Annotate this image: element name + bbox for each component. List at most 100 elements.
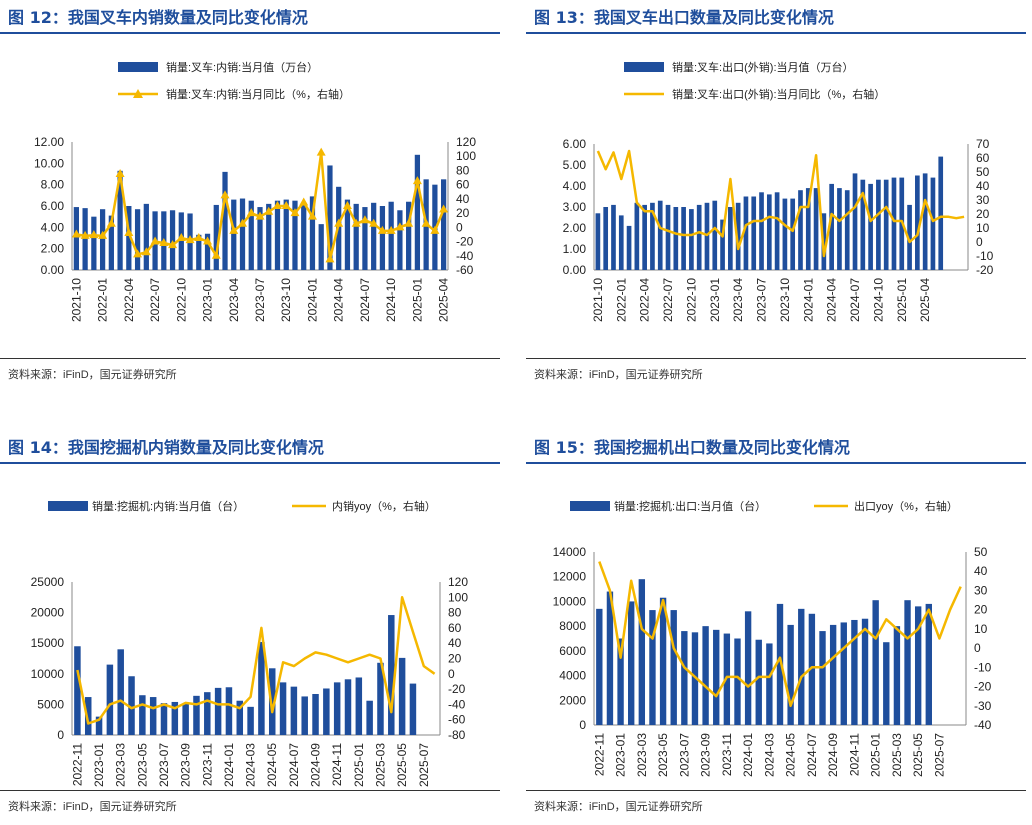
x-tick-label: 2024-05: [784, 733, 798, 777]
bar: [907, 204, 912, 270]
bar: [606, 591, 614, 725]
y-left-tick-label: 2.00: [563, 221, 587, 235]
y-left-tick-label: 0: [57, 728, 64, 742]
y-left-tick-label: 0.00: [563, 263, 587, 277]
line-point: [299, 197, 309, 206]
y-right-tick-label: -20: [976, 263, 994, 277]
x-tick-label: 2025-05: [911, 733, 925, 777]
bar: [274, 200, 281, 270]
x-tick-label: 2024-09: [826, 733, 840, 777]
bar: [638, 579, 646, 725]
line-point: [421, 218, 431, 227]
bar: [366, 700, 373, 735]
x-tick-label: 2024-01: [801, 278, 815, 322]
bar: [837, 188, 842, 270]
line-point: [412, 176, 422, 185]
source-note: 资料来源：iFinD，国元证券研究所: [8, 369, 177, 381]
y-right-tick-label: 120: [456, 135, 476, 149]
bar: [766, 194, 772, 270]
bar: [82, 208, 88, 270]
line-point: [360, 215, 370, 224]
x-tick-label: 2023-01: [201, 278, 215, 322]
chart-forklift-export: 销量:叉车:出口(外销):当月值（万台） 销量:叉车:出口(外销):当月同比（%，…: [563, 60, 994, 322]
bar: [657, 200, 663, 270]
bar: [813, 188, 819, 270]
x-tick-label: 2024-04: [332, 278, 346, 322]
figure-title: 图 15：我国挖掘机出口数量及同比变化情况: [534, 438, 850, 457]
line-point: [211, 250, 221, 259]
line-point: [89, 230, 99, 239]
bar: [73, 207, 79, 270]
y-right-tick-label: 20: [448, 652, 462, 666]
y-left-tick-label: 25000: [31, 575, 65, 589]
bar: [149, 697, 157, 735]
x-tick-label: 2025-03: [373, 743, 387, 787]
bar: [743, 196, 749, 270]
bar: [930, 177, 936, 270]
source-note: 资料来源：iFinD，国元证券研究所: [534, 801, 703, 813]
legend-bar-swatch: [118, 62, 158, 72]
bar: [713, 629, 720, 725]
bar: [333, 682, 341, 735]
y-right-tick-label: 50: [974, 545, 988, 559]
y-right-tick-label: 0: [456, 220, 463, 234]
x-tick-label: 2023-10: [778, 278, 792, 322]
x-tick-label: 2023-05: [656, 733, 670, 777]
chart-excavator-export: 销量:挖掘机:出口:当月值（台） 出口yoy（%，右轴） 0 2000 4000 6000…: [553, 499, 992, 777]
title-divider: [526, 462, 1026, 464]
line-point: [124, 228, 134, 237]
x-tick-label: 2024-07: [287, 743, 301, 787]
y-right-tick-label: -20: [456, 235, 474, 249]
bar: [128, 676, 135, 735]
x-tick-label: 2022-10: [684, 278, 698, 322]
legend-bar-label: 销量:叉车:出口(外销):当月值（万台）: [672, 60, 854, 74]
y-right-tick-label: 0: [976, 235, 983, 249]
bar: [876, 179, 881, 270]
figure-title: 图 13：我国叉车出口数量及同比变化情况: [534, 8, 834, 27]
line-point: [281, 201, 291, 209]
line-point: [290, 208, 300, 217]
bar: [204, 692, 211, 735]
line-point: [150, 236, 160, 245]
bar: [805, 188, 811, 270]
x-tick-label: 2023-07: [157, 743, 171, 787]
x-tick-label: 2025-03: [890, 733, 904, 777]
bar: [248, 200, 254, 270]
bottom-divider: [526, 358, 1026, 359]
bar: [95, 716, 103, 735]
x-tick-label: 2023-11: [720, 733, 734, 776]
legend-line-label: 销量:叉车:内销:当月同比（%，右轴）: [166, 87, 350, 101]
x-tick-label: 2025-05: [395, 743, 409, 787]
bar: [844, 190, 850, 270]
y-right-tick-label: -20: [974, 680, 992, 694]
x-tick-label: 2023-09: [179, 743, 193, 787]
line-point: [185, 235, 195, 244]
line-point: [430, 225, 440, 234]
bar: [171, 701, 179, 735]
x-tick-label: 2025-01: [410, 278, 424, 322]
x-tick-label: 2022-01: [614, 278, 628, 322]
bar: [649, 610, 656, 725]
bar: [214, 687, 222, 735]
bar: [355, 677, 363, 735]
source-note: 资料来源：iFinD，国元证券研究所: [8, 801, 177, 813]
bar: [178, 212, 184, 270]
line-point: [203, 236, 213, 245]
panel-figure-13: 图 13：我国叉车出口数量及同比变化情况 销量:叉车:出口(外销):当月值（万台…: [526, 0, 1026, 395]
y-left-tick-label: 20000: [31, 606, 65, 620]
bar: [712, 200, 718, 270]
line-point: [342, 201, 352, 209]
bar: [257, 207, 263, 270]
bar: [808, 613, 816, 725]
line-point: [71, 229, 81, 238]
bar: [91, 216, 97, 270]
bar: [225, 687, 233, 735]
bar: [852, 173, 858, 270]
y-right-tick-label: -20: [448, 682, 466, 696]
line-point: [133, 249, 143, 258]
bar: [691, 632, 699, 725]
y-right-tick-label: 50: [976, 165, 990, 179]
line-point: [351, 218, 361, 227]
y-right-tick-label: 10: [976, 221, 990, 235]
x-tick-label: 2024-05: [265, 743, 279, 787]
